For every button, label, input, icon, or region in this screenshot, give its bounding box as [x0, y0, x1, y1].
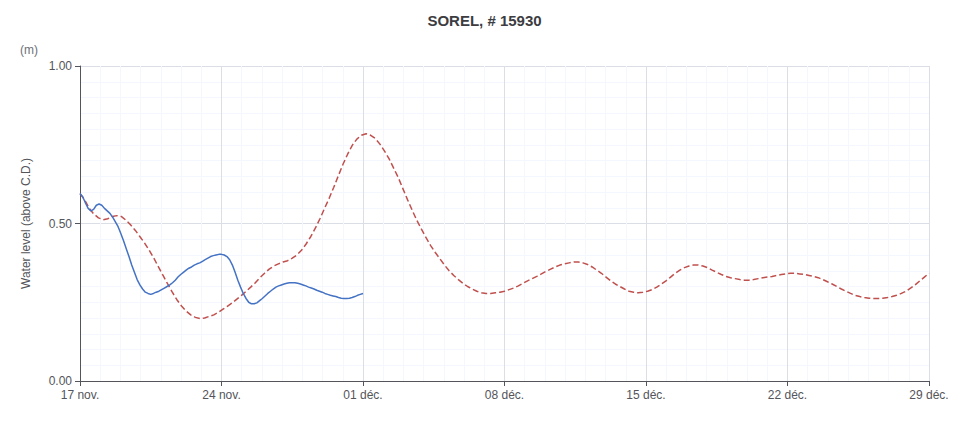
svg-text:17 nov.: 17 nov. [61, 388, 99, 402]
svg-text:0.50: 0.50 [49, 217, 73, 231]
svg-text:0.00: 0.00 [49, 374, 73, 388]
svg-text:15 déc.: 15 déc. [626, 388, 665, 402]
svg-text:29 déc.: 29 déc. [909, 388, 948, 402]
svg-text:08 déc.: 08 déc. [485, 388, 524, 402]
svg-text:SOREL, # 15930: SOREL, # 15930 [427, 12, 541, 29]
svg-text:01 déc.: 01 déc. [343, 388, 382, 402]
svg-text:1.00: 1.00 [49, 59, 73, 73]
svg-text:22 déc.: 22 déc. [768, 388, 807, 402]
svg-text:(m): (m) [20, 43, 38, 57]
svg-text:Water level (above C.D.): Water level (above C.D.) [19, 158, 33, 289]
svg-text:24 nov.: 24 nov. [202, 388, 240, 402]
